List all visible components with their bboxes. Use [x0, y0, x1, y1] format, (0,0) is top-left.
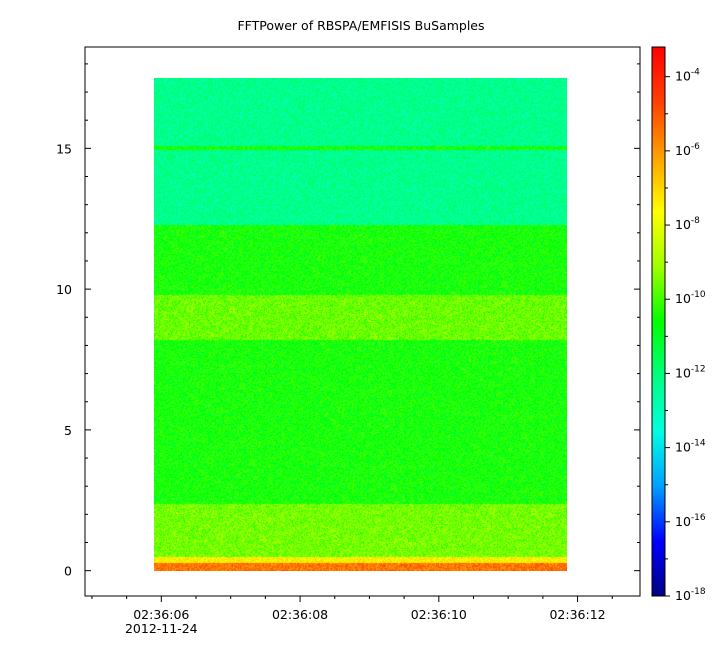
colorbar-tick-label: 10-14 [675, 439, 706, 455]
y-axis: 0 5 10 15 [56, 63, 640, 579]
y-tick-label: 15 [56, 141, 72, 156]
x-tick-label: 02:36:06 [133, 607, 189, 622]
x-tick-label: 02:36:12 [549, 607, 605, 622]
colorbar-tick-label: 10-18 [675, 587, 706, 603]
colorbar-tick-label: 10-10 [675, 290, 706, 306]
colorbar-tick-label: 10-6 [675, 142, 700, 158]
x-tick-label: 02:36:10 [411, 607, 467, 622]
colorbar-tick-label: 10-4 [675, 68, 700, 84]
chart-title: FFTPower of RBSPA/EMFISIS BuSamples [237, 18, 484, 33]
heatmap [154, 78, 567, 571]
colorbar-gradient [651, 46, 666, 597]
heatmap-image [154, 78, 567, 571]
x-tick-date-label: 2012-11-24 [125, 621, 198, 636]
colorbar-tick-label: 10-12 [675, 364, 706, 380]
colorbar-tick-label: 10-8 [675, 216, 700, 232]
y-tick-label: 0 [64, 564, 72, 579]
x-tick-label: 02:36:08 [272, 607, 328, 622]
colorbar-tick-label: 10-16 [675, 513, 706, 529]
colorbar: 10-4 10-6 10-8 10-10 10-12 10-14 10-16 10-18 [651, 46, 706, 603]
y-tick-label: 5 [64, 423, 72, 438]
y-tick-label: 10 [56, 282, 72, 297]
